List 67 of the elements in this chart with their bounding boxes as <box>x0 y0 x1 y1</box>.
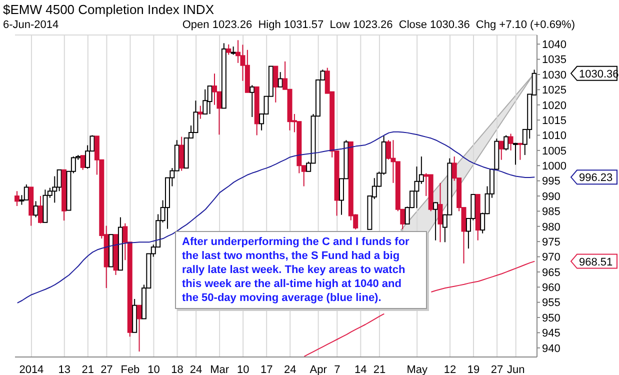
candlestick <box>508 133 514 151</box>
x-tick-label: 18 <box>171 364 184 375</box>
candlestick <box>273 66 278 103</box>
candlestick <box>278 72 283 88</box>
candlestick <box>250 84 255 118</box>
annotation: After underperforming the C and I funds for the last two months, the S Fund had a big rally late last week. The key areas to watch this week are the all-time high at 1040 and the 50-day moving average (blue line). <box>175 231 427 309</box>
candlestick <box>433 202 438 241</box>
candlestick <box>512 142 518 166</box>
y-tick-label: 990 <box>542 190 560 203</box>
x-tick-label: 24 <box>190 364 202 375</box>
y-tick-label: 945 <box>542 328 560 340</box>
x-tick-label: 24 <box>284 364 296 375</box>
x-tick-label: 14 <box>354 364 367 375</box>
candlestick <box>504 134 509 151</box>
x-tick-label: 21 <box>373 364 386 375</box>
x-tick-label: Mar <box>210 364 230 375</box>
y-tick-label: 1040 <box>542 39 566 52</box>
candlestick <box>33 200 38 218</box>
candlestick <box>498 140 504 160</box>
y-tick-label: 995 <box>542 176 560 188</box>
text: 968.51 <box>579 256 613 268</box>
x-tick-label: Jun <box>506 364 525 375</box>
y-tick-label: 1010 <box>542 130 566 142</box>
candlestick <box>438 182 443 243</box>
line-series <box>16 131 536 304</box>
chart-subtitle: 6-Jun-2014 <box>3 19 59 31</box>
text: 996.23 <box>579 172 613 184</box>
y-tick-label: 975 <box>542 236 560 248</box>
y-tick-label: 960 <box>542 282 560 294</box>
candlestick <box>80 155 86 170</box>
candlestick <box>38 196 44 224</box>
x-tick-label: 27 <box>490 364 504 375</box>
x-tick-label: 12 <box>444 364 456 375</box>
chart-title: $EMW 4500 Completion Index INDX <box>3 2 214 17</box>
y-tick-label: 1000 <box>542 160 566 173</box>
candlestick <box>14 190 20 207</box>
candlestick <box>198 105 203 120</box>
y-tick-label: 1015 <box>542 114 566 127</box>
x-tick-label: 19 <box>467 364 480 375</box>
x-tick-label: 21 <box>82 364 94 375</box>
y-tick-label: 970 <box>542 252 560 264</box>
x-tick-label: Apr <box>310 364 328 375</box>
x-tick-label: May <box>406 364 428 375</box>
y-tick-label: 1025 <box>542 84 566 97</box>
x-tick-label: 7 <box>334 364 340 375</box>
candlestick <box>212 73 218 106</box>
y-tick-label: 1030 <box>542 69 566 82</box>
y-tick-label: 980 <box>542 221 560 234</box>
candlestick <box>518 142 523 160</box>
x-tick-label: 27 <box>100 364 113 375</box>
x-tick-label: 13 <box>58 364 71 375</box>
y-tick-label: 950 <box>542 312 560 324</box>
candlestick <box>179 136 184 172</box>
text: Open 1023.26 High 1031.57 Low 1023.26 Close 1030.36 Chg +7.10 (+0.69%) <box>182 19 575 31</box>
x-tick-label: 10 <box>148 364 160 375</box>
x-tick-label: 17 <box>260 364 273 375</box>
x-tick-label: Feb <box>120 364 140 375</box>
y-tick-label: 1035 <box>542 54 566 66</box>
candlestick <box>226 44 232 56</box>
y-tick-label: 940 <box>542 342 560 355</box>
y-tick-label: 955 <box>542 297 560 310</box>
y-tick-label: 965 <box>542 266 560 279</box>
y-tick-label: 1005 <box>542 145 566 158</box>
x-tick-label: 2014 <box>19 364 44 375</box>
x-tick-label: 10 <box>236 364 250 375</box>
y-tick-label: 985 <box>542 206 560 218</box>
y-tick-label: 1020 <box>542 100 566 112</box>
